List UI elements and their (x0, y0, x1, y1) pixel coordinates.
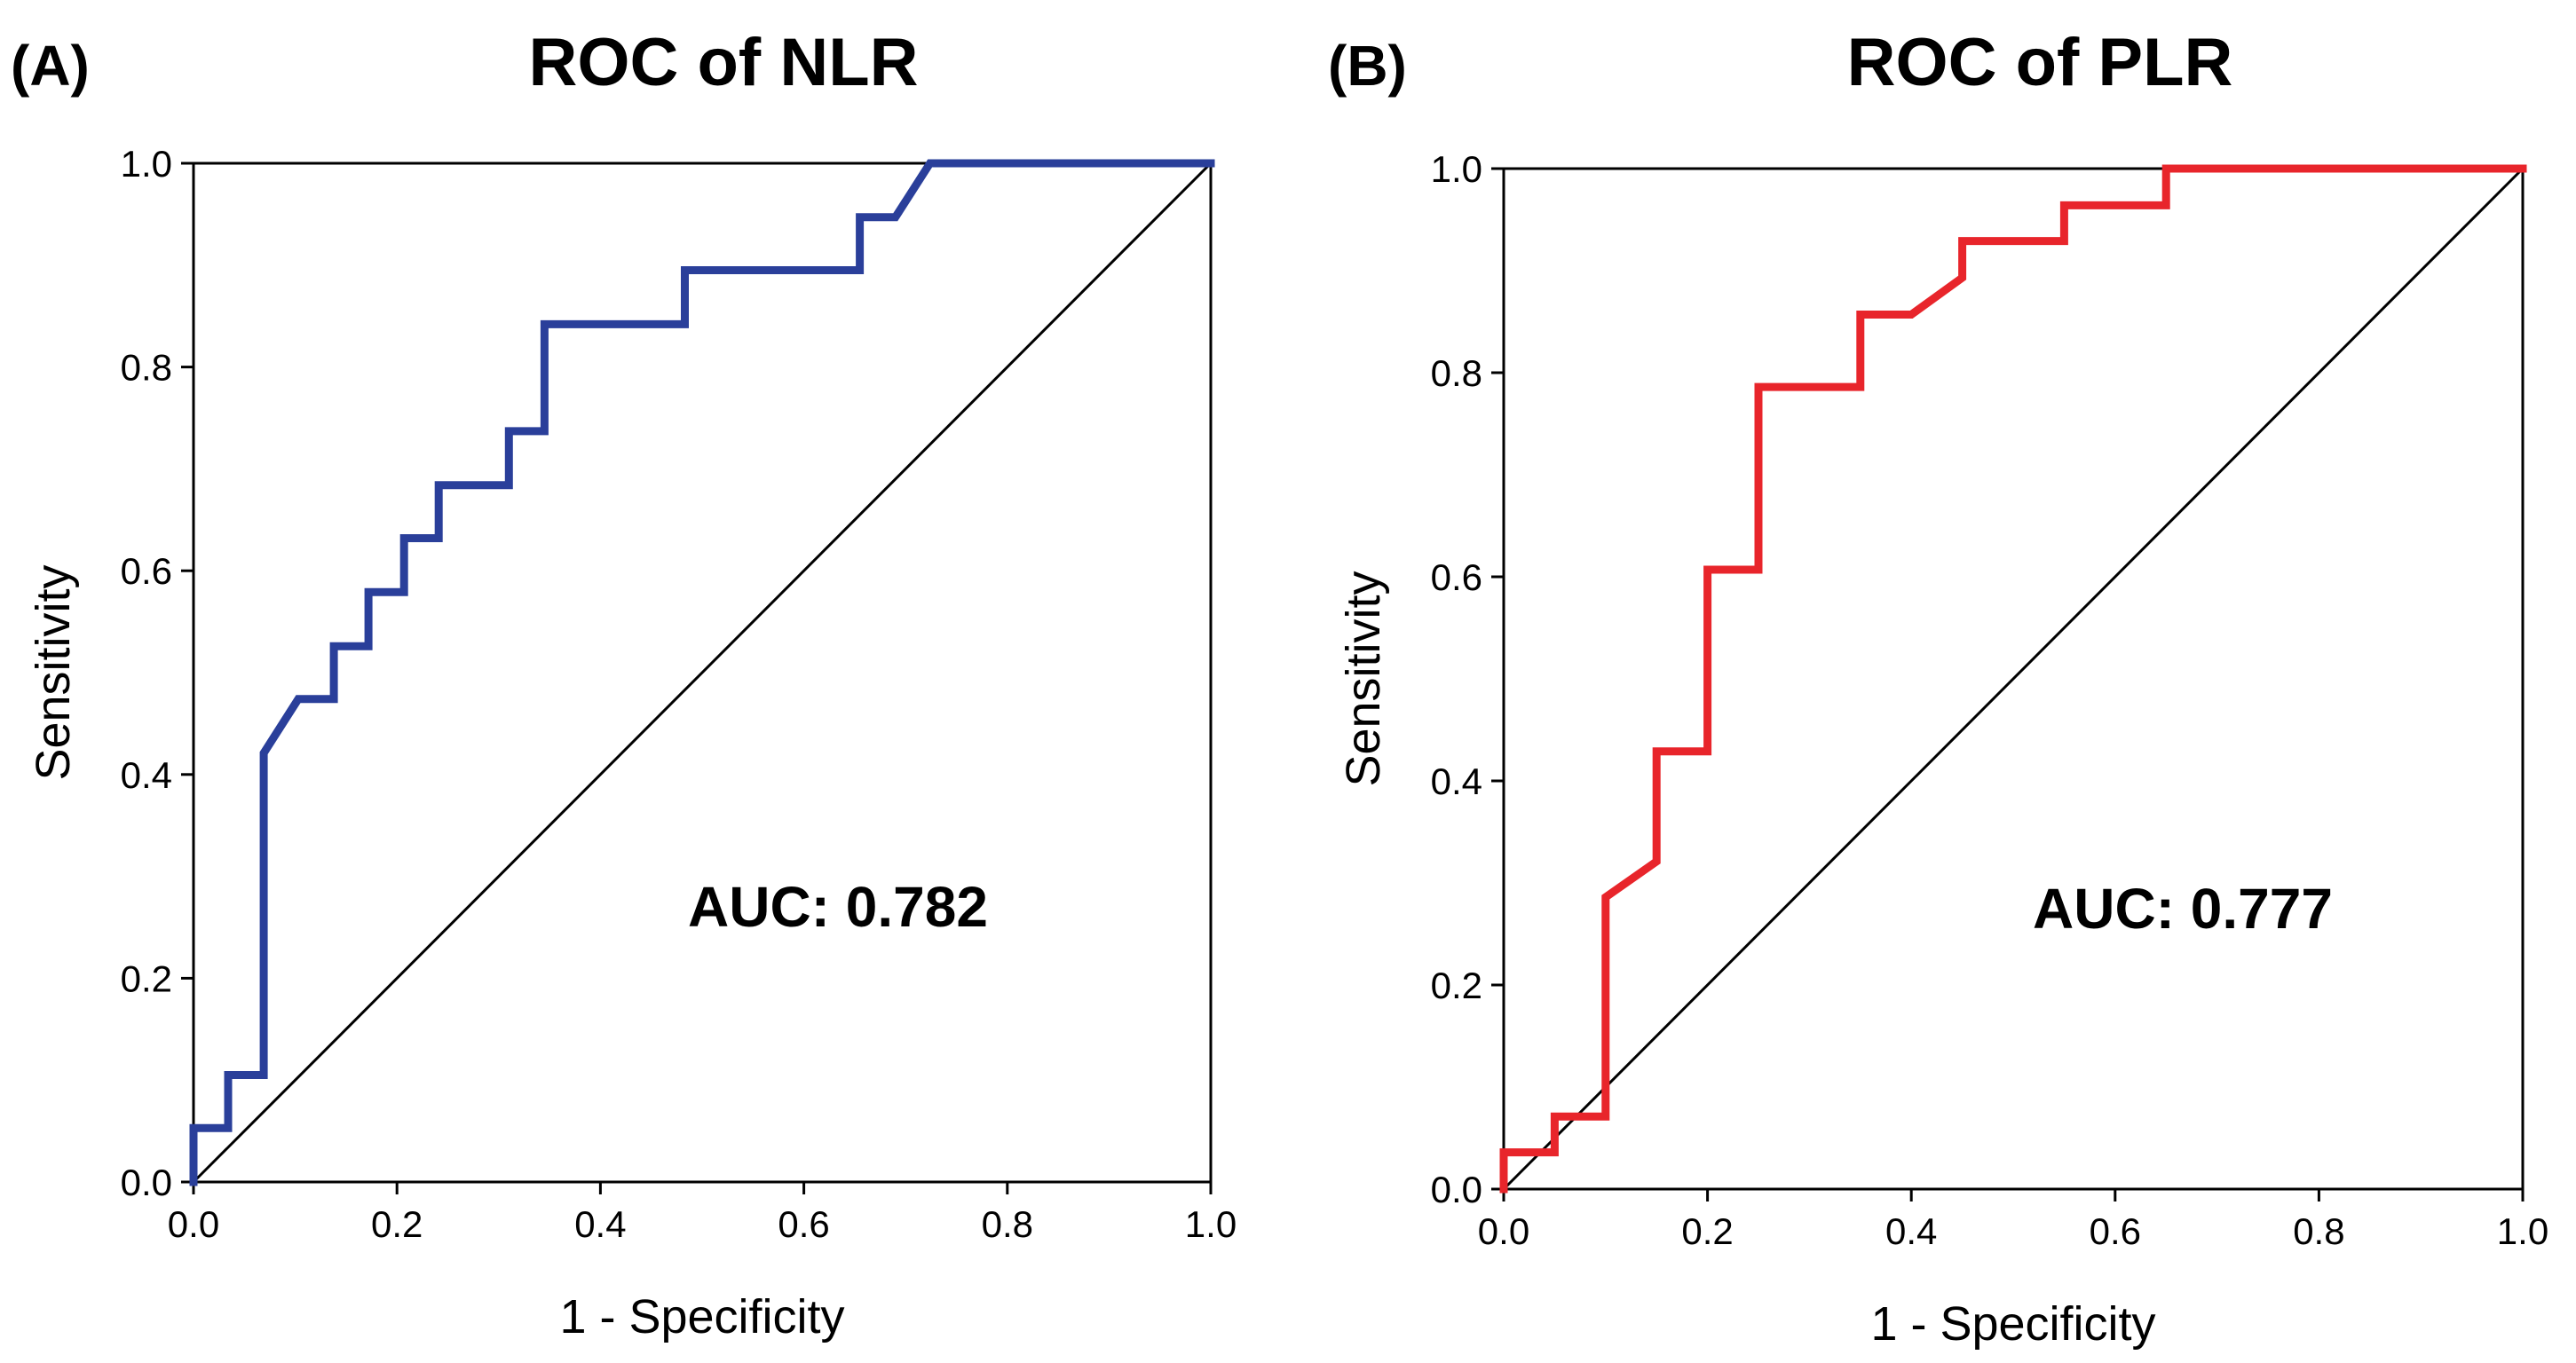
x-tick-label: 1.0 (1185, 1203, 1237, 1245)
y-tick-label: 0.2 (1431, 965, 1482, 1006)
y-tick-label: 0.8 (121, 347, 172, 389)
reference-diagonal (1502, 167, 2525, 1191)
y-axis-label: Sensitivity (27, 564, 80, 780)
roc-curve-nlr (189, 159, 1215, 1186)
x-tick-label: 0.0 (1478, 1210, 1529, 1252)
chart-title: ROC of NLR (528, 25, 918, 100)
x-tick-label: 0.8 (2293, 1210, 2344, 1252)
plot-frame (192, 162, 1213, 1184)
y-tick-label: 0.2 (121, 957, 172, 999)
auc-annotation: AUC: 0.777 (2033, 877, 2333, 941)
roc-panel-a: (A) ROC of NLR 0.0 0.2 0.4 0.6 0.8 1.0 0.0 0.2 0.4… (11, 25, 1237, 1343)
x-axis-label: 1 - Specificity (559, 1290, 844, 1343)
roc-curve-plr (1499, 164, 2527, 1194)
x-tick-label: 0.6 (2090, 1210, 2141, 1252)
y-tick-label: 1.0 (121, 143, 172, 185)
y-tick-label: 0.4 (121, 754, 172, 796)
y-axis-label: Sensitivity (1337, 571, 1390, 786)
x-tick-label: 0.4 (574, 1203, 626, 1245)
y-tick-label: 0.0 (1431, 1169, 1482, 1210)
x-tick-label: 0.8 (982, 1203, 1033, 1245)
chart-title: ROC of PLR (1847, 25, 2233, 100)
x-axis-label: 1 - Specificity (1870, 1297, 2155, 1351)
y-tick-label: 0.8 (1431, 352, 1482, 394)
x-tick-label: 0.6 (778, 1203, 829, 1245)
x-tick-label: 1.0 (2497, 1210, 2548, 1252)
x-tick-label: 0.2 (371, 1203, 423, 1245)
auc-annotation: AUC: 0.782 (688, 875, 988, 939)
y-tick-label: 0.4 (1431, 760, 1482, 802)
plot-frame (1502, 167, 2525, 1191)
reference-diagonal (192, 162, 1213, 1184)
y-tick-label: 0.0 (121, 1162, 172, 1203)
x-tick-label: 0.0 (168, 1203, 219, 1245)
y-tick-label: 0.6 (1431, 556, 1482, 598)
y-tick-label: 0.6 (121, 550, 172, 592)
y-tick-label: 1.0 (1431, 148, 1482, 190)
x-tick-label: 0.2 (1681, 1210, 1733, 1252)
panel-label: (B) (1328, 34, 1407, 98)
x-tick-label: 0.4 (1885, 1210, 1937, 1252)
panel-label: (A) (11, 34, 90, 98)
roc-panel-b: (B) ROC of PLR 0.0 0.2 0.4 0.6 0.8 1.0 0.0 0.2 0.4… (1328, 25, 2548, 1351)
